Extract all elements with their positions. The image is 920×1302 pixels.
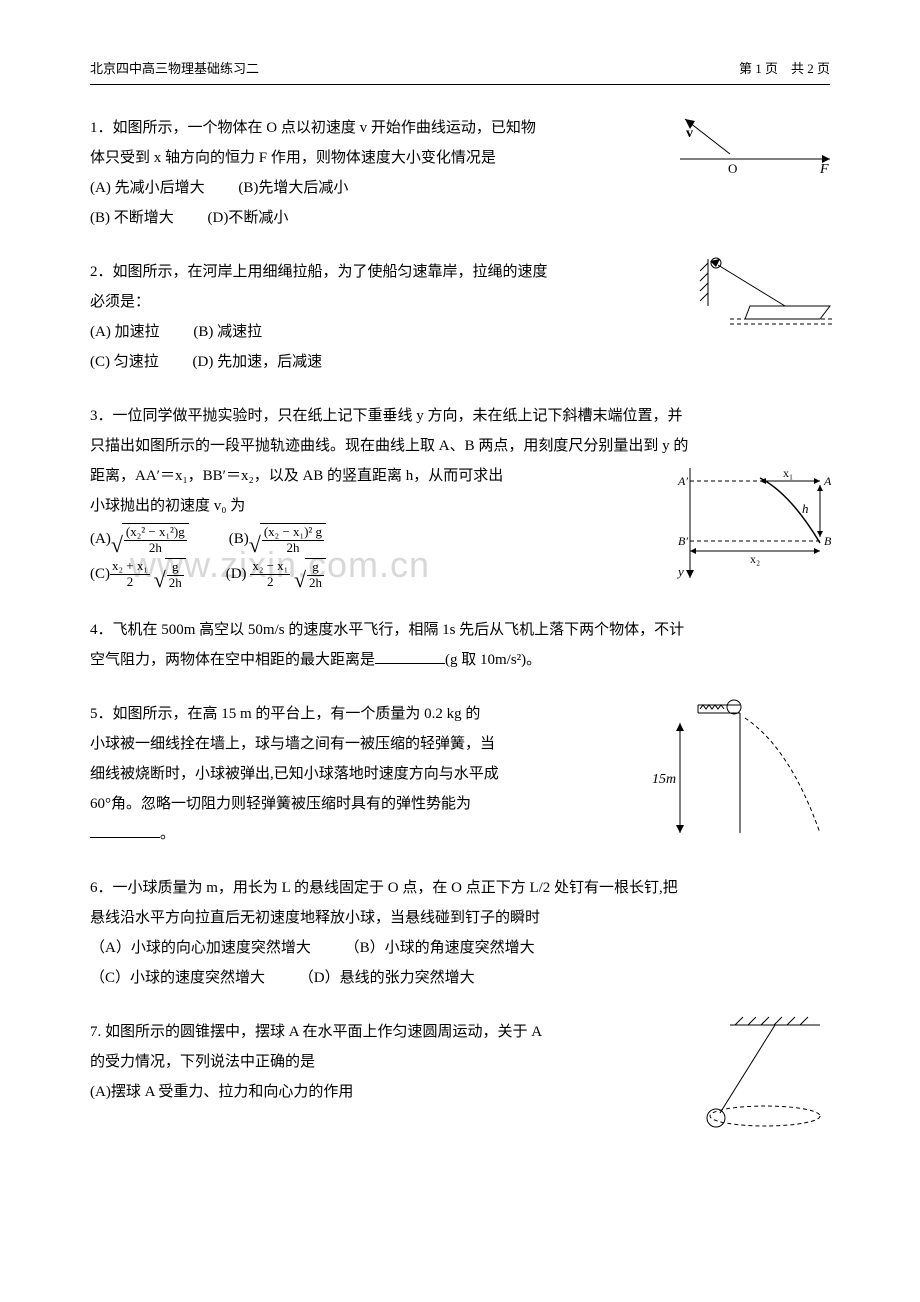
q4-line1: 4．飞机在 500m 高空以 50m/s 的速度水平飞行，相隔 1s 先后从飞机… [90, 615, 830, 645]
q2-optC: (C) 匀速拉 [90, 347, 159, 377]
q4-line2: 空气阻力，两物体在空中相距的最大距离是(g 取 10m/s²)。 [90, 645, 830, 675]
q2-line1: 2．如图所示，在河岸上用细绳拉船，为了使船匀速靠岸，拉绳的速度 [90, 257, 630, 287]
q1-figure: O F v [670, 109, 840, 190]
q5-line2: 小球被一细线拴在墙上，球与墙之间有一被压缩的轻弹簧，当 [90, 729, 580, 759]
q3-optD: (D) x₂ − x₁2 g2h [226, 558, 326, 591]
q2-line2: 必须是： [90, 287, 630, 317]
q6-optA: （A）小球的向心加速度突然增大 [90, 933, 311, 963]
q3-line2: 只描出如图所示的一段平抛轨迹曲线。现在曲线上取 A、B 两点，用刻度尺分别量出到… [90, 431, 830, 461]
question-6: 6．一小球质量为 m，用长为 L 的悬线固定于 O 点，在 O 点正下方 L/2… [90, 873, 830, 993]
question-4: 4．飞机在 500m 高空以 50m/s 的速度水平飞行，相隔 1s 先后从飞机… [90, 615, 830, 675]
q1-optB: (B)先增大后减小 [238, 173, 348, 203]
q2-optA: (A) 加速拉 [90, 317, 160, 347]
q7-optA: (A)摆球 A 受重力、拉力和向心力的作用 [90, 1077, 630, 1107]
question-5: 15m 5．如图所示，在高 15 m 的平台上，有一个质量为 0.2 kg 的 … [90, 699, 830, 849]
question-1: O F v 1．如图所示，一个物体在 O 点以初速度 v 开始作曲线运动，已知物… [90, 113, 830, 233]
svg-text:A: A [823, 474, 832, 488]
q6-optB: （B）小球的角速度突然增大 [345, 933, 535, 963]
header-right: 第 1 页 共 2 页 [739, 56, 830, 82]
question-3: www.zixin.com.cn 3．一位同学做平抛实验时，只在纸上记下重垂线 … [90, 401, 830, 591]
header-left: 北京四中高三物理基础练习二 [90, 56, 259, 82]
q5-line1: 5．如图所示，在高 15 m 的平台上，有一个质量为 0.2 kg 的 [90, 699, 580, 729]
q2-figure [690, 251, 840, 342]
q2-optB: (B) 减速拉 [193, 317, 262, 347]
q3-optA: (A)(x₂² − x₁²)g2h [90, 523, 189, 556]
q5-figure: 15m [650, 693, 840, 854]
q7-line1: 7. 如图所示的圆锥摆中，摆球 A 在水平面上作匀速圆周运动，关于 A [90, 1017, 630, 1047]
q1-line2: 体只受到 x 轴方向的恒力 F 作用，则物体速度大小变化情况是 [90, 143, 630, 173]
q7-line2: 的受力情况，下列说法中正确的是 [90, 1047, 630, 1077]
q3-optC: (C)x₂ + x₁2 g2h [90, 558, 186, 591]
q1-optC: (B) 不断增大 [90, 203, 174, 233]
question-7: 7. 如图所示的圆锥摆中，摆球 A 在水平面上作匀速圆周运动，关于 A 的受力情… [90, 1017, 830, 1107]
q6-optD: （D）悬线的张力突然增大 [299, 963, 475, 993]
svg-text:v: v [686, 126, 693, 141]
svg-text:15m: 15m [652, 772, 676, 787]
q7-figure [680, 1013, 840, 1144]
q6-optC: （C）小球的速度突然增大 [90, 963, 265, 993]
question-2: 2．如图所示，在河岸上用细绳拉船，为了使船匀速靠岸，拉绳的速度 必须是： (A)… [90, 257, 830, 377]
svg-text:F: F [819, 162, 829, 177]
q3-optB: (B)(x₂ − x₁)² g2h [229, 523, 326, 556]
q6-line2: 悬线沿水平方向拉直后无初速度地释放小球，当悬线碰到钉子的瞬时 [90, 903, 830, 933]
svg-text:O: O [728, 161, 737, 176]
q1-optD: (D)不断减小 [208, 203, 289, 233]
svg-text:x₁: x₁ [783, 466, 793, 480]
q5-line3: 细线被烧断时，小球被弹出,已知小球落地时速度方向与水平成 [90, 759, 580, 789]
svg-text:A′: A′ [677, 474, 688, 488]
q6-line1: 6．一小球质量为 m，用长为 L 的悬线固定于 O 点，在 O 点正下方 L/2… [90, 873, 830, 903]
q5-line4: 60°角。忽略一切阻力则轻弹簧被压缩时具有的弹性势能为 [90, 789, 580, 819]
q1-optA: (A) 先减小后增大 [90, 173, 205, 203]
q3-line1: 3．一位同学做平抛实验时，只在纸上记下重垂线 y 方向，未在纸上记下斜槽末端位置… [90, 401, 830, 431]
q1-line1: 1．如图所示，一个物体在 O 点以初速度 v 开始作曲线运动，已知物 [90, 113, 630, 143]
svg-text:h: h [802, 501, 809, 516]
q2-optD: (D) 先加速，后减速 [193, 347, 323, 377]
